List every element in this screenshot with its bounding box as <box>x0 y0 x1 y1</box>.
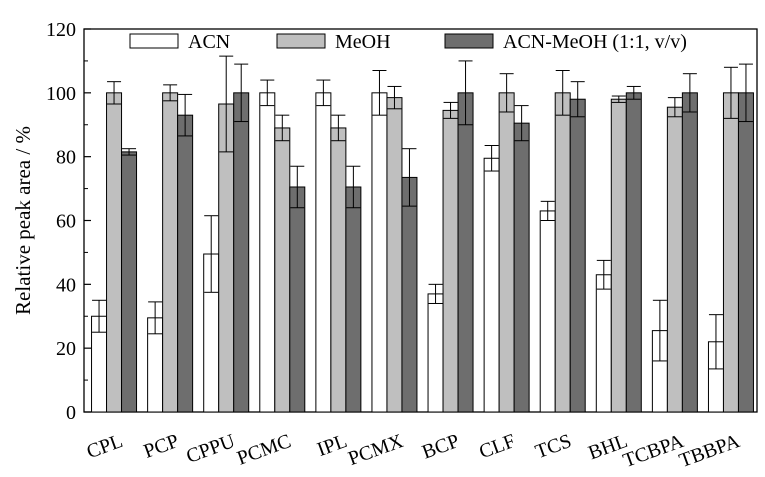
bar-acn-meoh-1-1-v-v--pcp <box>177 114 194 413</box>
bar-acn-meoh-1-1-v-v--tcbpa <box>681 92 698 413</box>
legend-label: ACN <box>188 31 230 53</box>
bar-acn-meoh-1-1-v-v--bcp <box>457 92 474 413</box>
legend-swatch <box>276 33 326 49</box>
bar-acn-meoh-1-1-v-v--tbbpa <box>737 92 754 413</box>
bar-acn-bcp <box>427 293 444 413</box>
y-tick-label: 20 <box>56 338 76 360</box>
bar-acn-clf <box>483 157 500 413</box>
legend-swatch <box>129 33 179 49</box>
x-category-label: PCMX <box>345 430 406 470</box>
bar-meoh-ipl <box>330 127 347 413</box>
x-category-label: CPPU <box>183 430 238 468</box>
bar-meoh-pcp <box>162 92 179 413</box>
bar-meoh-bhl <box>610 98 627 413</box>
x-category-label: CPL <box>84 430 126 463</box>
x-category-label: BCP <box>419 430 462 464</box>
y-axis-title: Relative peak area / % <box>11 126 35 315</box>
bar-acn-tcs <box>539 210 556 413</box>
bar-acn-meoh-1-1-v-v--bhl <box>625 92 642 413</box>
y-tick-label: 100 <box>46 83 76 105</box>
bar-acn-meoh-1-1-v-v--cpl <box>121 151 138 413</box>
x-category-label: PCP <box>141 430 182 463</box>
bar-acn-ipl <box>315 92 332 413</box>
bar-acn-meoh-1-1-v-v--tcs <box>569 98 586 413</box>
bar-acn-meoh-1-1-v-v--clf <box>513 122 530 413</box>
bar-meoh-clf <box>498 92 515 413</box>
bar-meoh-tbbpa <box>722 92 739 413</box>
x-category-label: TCS <box>532 430 574 463</box>
x-category-label: PCMC <box>234 430 294 470</box>
bar-meoh-bcp <box>442 109 459 413</box>
bar-meoh-tcbpa <box>666 106 683 413</box>
y-tick-label: 120 <box>46 19 76 41</box>
bar-acn-pcmc <box>259 92 276 413</box>
bar-acn-meoh-1-1-v-v--ipl <box>345 186 362 413</box>
legend-label: ACN-MeOH (1:1, v/v) <box>503 31 687 53</box>
x-category-label: CLF <box>476 430 518 463</box>
bar-acn-meoh-1-1-v-v--pcmx <box>401 176 418 413</box>
x-category-label: IPL <box>314 430 350 461</box>
bar-meoh-tcs <box>554 92 571 413</box>
legend-swatch <box>444 33 494 49</box>
bar-meoh-pcmc <box>274 127 291 413</box>
bar-meoh-cpl <box>106 92 123 413</box>
bar-meoh-pcmx <box>386 97 403 413</box>
y-tick-label: 80 <box>56 147 76 169</box>
x-category-label: TBBPA <box>676 430 743 472</box>
bar-acn-bhl <box>595 274 612 413</box>
legend-label: MeOH <box>335 31 391 53</box>
bar-acn-meoh-1-1-v-v--cppu <box>233 92 250 413</box>
y-tick-label: 40 <box>56 274 76 296</box>
bar-acn-pcmx <box>371 92 388 413</box>
y-tick-label: 60 <box>56 211 76 233</box>
y-tick-label: 0 <box>66 402 76 424</box>
bar-acn-meoh-1-1-v-v--pcmc <box>289 186 306 413</box>
